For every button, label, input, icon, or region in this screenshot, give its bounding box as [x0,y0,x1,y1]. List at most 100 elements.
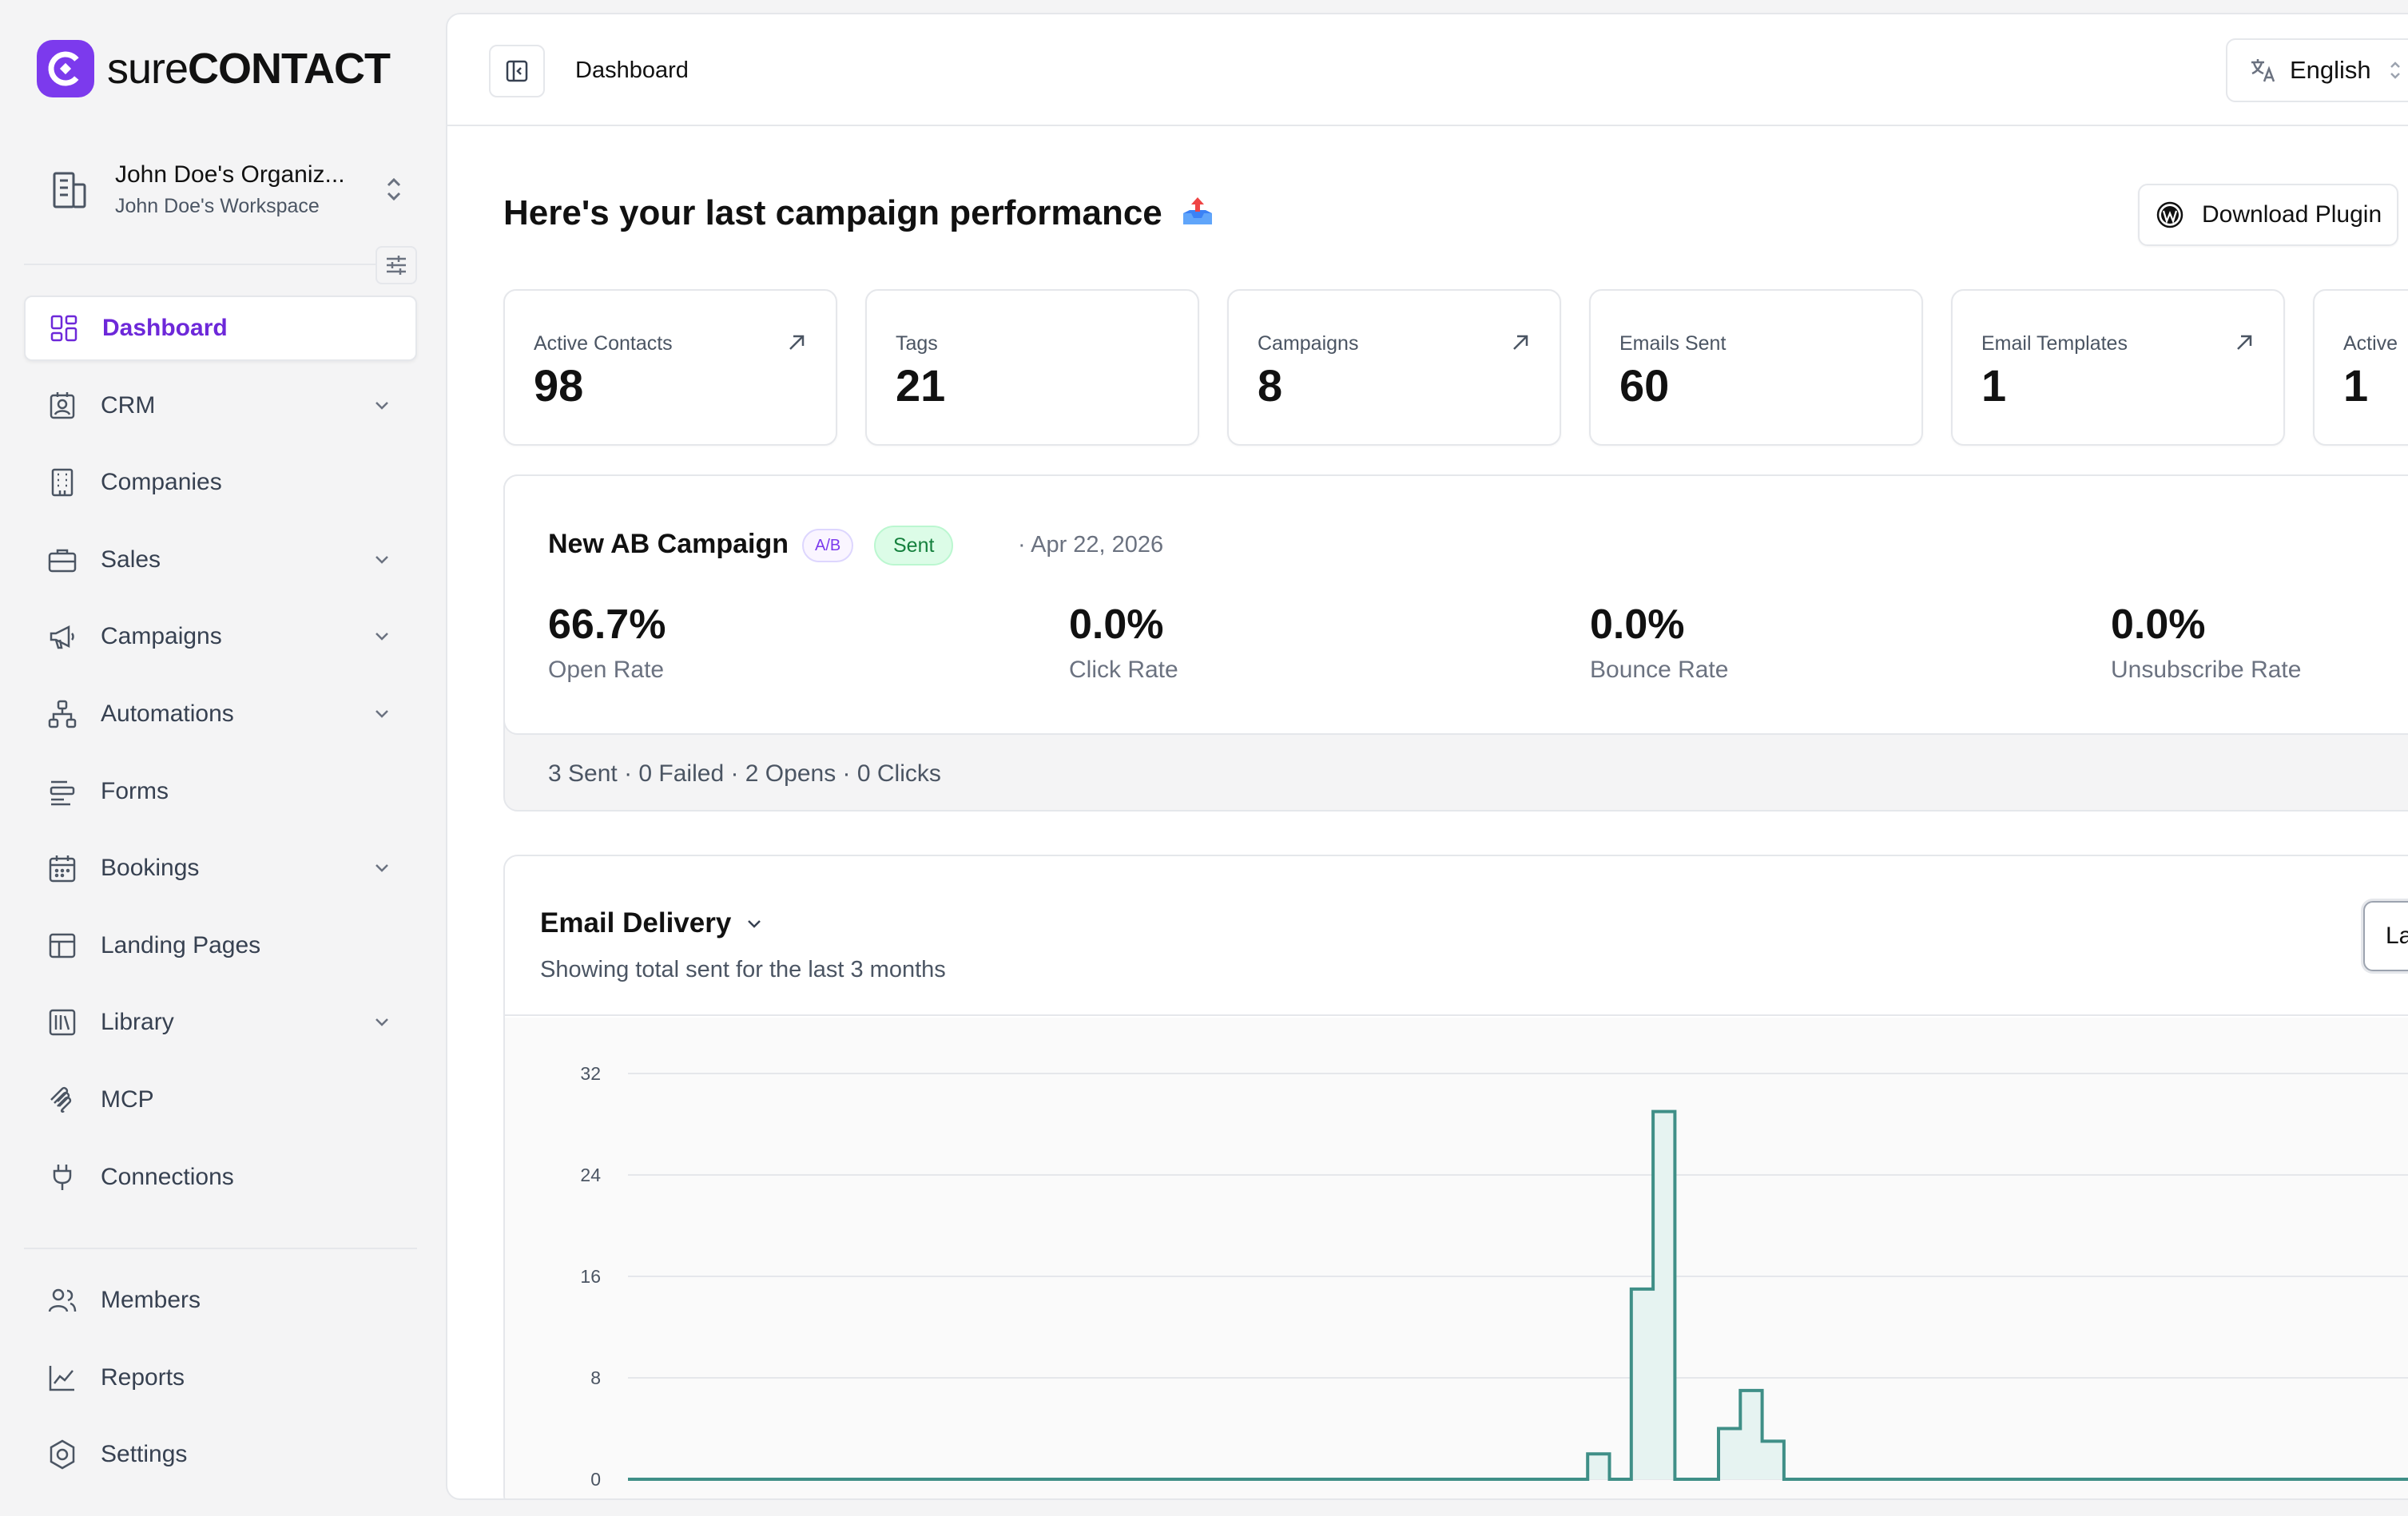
sidebar-item-icon-wrap [46,466,78,498]
sidebar-item-icon-wrap [48,312,80,344]
sidebar-item-campaigns[interactable]: Campaigns [24,604,417,669]
series-area [628,1111,2408,1479]
stat-label: Active [2343,332,2398,355]
stat-card-active-contacts[interactable]: Active Contacts 98 [503,289,837,446]
brand-name: sureCONTACT [107,44,391,93]
stat-label: Emails Sent [1619,332,1727,355]
surecontact-logo-icon [37,40,94,97]
sidebar-item-connections[interactable]: Connections [24,1145,417,1210]
sidebar-item-icon-wrap [46,1006,78,1038]
metric-label: Bounce Rate [1590,657,1729,683]
campaign-date: · Apr 22, 2026 [1018,532,1164,558]
stat-label: Campaigns [1258,332,1359,355]
email-delivery-card: Email Delivery Showing total sent for th… [503,855,2408,1498]
stat-label: Email Templates [1981,332,2128,355]
sidebar-item-icon-wrap [46,621,78,653]
chevron-down-icon [376,864,388,872]
language-select[interactable]: English [2226,38,2408,102]
chevron-down-icon [376,555,388,564]
metric-value: 0.0% [1069,601,1164,648]
y-tick-label: 32 [580,1063,601,1084]
building-icon [53,172,86,208]
outbox-tray-icon [1180,196,1215,236]
email-delivery-chart: 32 24 16 8 0 [505,1018,2408,1498]
sidebar-item-icon-wrap [46,1084,78,1116]
sidebar-item-automations[interactable]: Automations [24,681,417,747]
date-range-select[interactable]: La [2363,901,2408,971]
ab-badge: A/B [802,529,854,562]
sidebar-item-landing-pages[interactable]: Landing Pages [24,913,417,978]
metric-bounce-rate: 0.0% Bounce Rate [1590,601,1728,684]
arrow-up-right-icon[interactable] [1510,332,1531,353]
stat-card-campaigns[interactable]: Campaigns 8 [1227,289,1561,446]
sidebar-item-crm[interactable]: CRM [24,373,417,439]
org-name: John Doe's Organiz... [115,161,345,188]
sidebar-item-label: CRM [101,391,156,419]
sidebar-item-library[interactable]: Library [24,990,417,1055]
line-chart-icon [49,1365,74,1391]
arrow-up-right-icon[interactable] [2234,332,2255,353]
sidebar-item-icon-wrap [46,1362,78,1394]
org-switcher[interactable]: John Doe's Organiz... John Doe's Workspa… [46,153,406,225]
sidebar-toggle-button[interactable] [489,45,545,97]
stat-value: 21 [896,360,946,411]
sidebar-item-mcp[interactable]: MCP [24,1067,417,1133]
sidebar-item-label: Campaigns [101,623,222,650]
sidebar-item-icon-wrap [46,776,78,808]
breadcrumb: Dashboard [575,58,689,83]
sidebar-item-reports[interactable]: Reports [24,1345,417,1411]
email-delivery-title[interactable]: Email Delivery [540,907,765,939]
sidebar-item-icon-wrap [46,1439,78,1470]
language-value: English [2290,56,2371,84]
arrow-up-right-icon[interactable] [786,332,807,353]
series-line[interactable] [628,1109,2408,1481]
campaign-summary: 3 Sent · 0 Failed · 2 Opens · 0 Clicks [548,760,941,787]
sidebar-item-icon-wrap [46,1284,78,1316]
email-delivery-title-text: Email Delivery [540,907,732,939]
sidebar-item-label: Connections [101,1163,234,1190]
sidebar-item-settings[interactable]: Settings [24,1422,417,1487]
download-plugin-button[interactable]: Download Plugin [2138,184,2398,246]
sidebar-item-icon-wrap [46,698,78,730]
sidebar-item-bookings[interactable]: Bookings [24,835,417,901]
sidebar-item-label: Bookings [101,855,200,882]
contact-card-icon [50,391,75,419]
y-tick-label: 0 [590,1469,601,1490]
sidebar-item-icon-wrap [46,544,78,576]
sidebar-item-members[interactable]: Members [24,1268,417,1333]
stat-card-email-templates[interactable]: Email Templates 1 [1951,289,2285,446]
brand-logo[interactable]: sureCONTACT [37,40,391,97]
metric-value: 0.0% [1590,601,1685,648]
main-panel: Dashboard English Here's your last campa… [446,13,2408,1500]
building-icon [51,468,74,497]
panel-left-icon [506,60,528,82]
download-plugin-label: Download Plugin [2202,201,2382,228]
sidebar: sureCONTACT John Doe's Organiz... John D… [0,0,447,1516]
sidebar-item-label: Dashboard [102,315,228,341]
sidebar-item-sales[interactable]: Sales [24,527,417,593]
stat-value: 1 [2343,360,2369,411]
sidebar-item-label: Automations [101,700,234,727]
chevron-down-icon [376,710,388,718]
plug-icon [53,1164,72,1190]
briefcase-icon [48,549,77,573]
sidebar-item-companies[interactable]: Companies [24,450,417,515]
workflow-icon [48,700,77,728]
campaign-name[interactable]: New AB Campaign [548,529,789,559]
sidebar-settings-toggle[interactable] [376,246,417,284]
sidebar-item-label: Forms [101,777,169,804]
metric-open-rate: 66.7% Open Rate [548,601,666,684]
metric-label: Click Rate [1069,657,1178,683]
sidebar-item-forms[interactable]: Forms [24,759,417,824]
gear-icon [50,1439,75,1470]
stat-card-active: Active 1 [2313,289,2408,446]
sidebar-item-dashboard[interactable]: Dashboard [24,296,417,361]
campaign-card: New AB Campaign A/B Sent · Apr 22, 2026 … [503,474,2408,812]
translate-icon [2251,59,2275,82]
brand-name-bold: CONTACT [188,45,391,93]
metric-value: 66.7% [548,601,666,648]
metric-label: Open Rate [548,657,665,683]
stat-value: 60 [1619,360,1670,411]
chevron-up-down-icon [2390,62,2400,79]
workspace-name: John Doe's Workspace [115,194,320,217]
